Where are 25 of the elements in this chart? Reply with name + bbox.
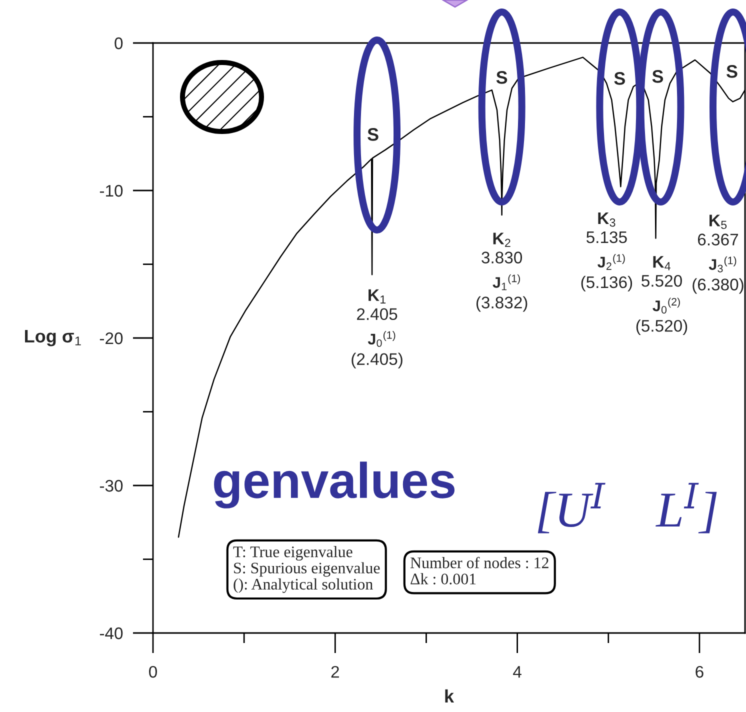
y-tick-label: -30 [100, 480, 123, 492]
annotation: T: True eigenvalue S: Spurious eigenvalue (): Analytical solution [233, 546, 380, 593]
annotation: S [496, 71, 508, 84]
text: [U$^{I}$ L$^{I}$] [538, 482, 717, 534]
y-axis-title: Log σ$_{1}$ [25, 330, 81, 346]
annotation: S [652, 70, 664, 83]
annotation: S [614, 72, 625, 85]
annotation: K$_{5}$ 6.367 J$_{3}$$^{(1)}$ (6.380) [692, 214, 744, 294]
annotation: K$_{4}$ 5.520 J$_{0}$$^{(2)}$ (5.520) [636, 256, 688, 336]
x-tick-label: 6 [696, 666, 704, 678]
annotation: Number of nodes : 12 Δk : 0.001 [410, 556, 548, 584]
annotation: S [368, 128, 378, 141]
annotation: K$_{3}$ 5.135 J$_{2}$$^{(1)}$ (5.136) [581, 212, 632, 292]
x-tick-label: 0 [149, 666, 157, 678]
x-tick-label: 2 [331, 666, 339, 678]
annotation: S [726, 65, 738, 78]
annotation: K$_{1}$ 2.405 J$_{0}$$^{(1)}$ (2.405) [352, 289, 402, 368]
annotation: K$_{2}$ 3.830 J$_{1}$$^{(1)}$ (3.832) [476, 232, 528, 312]
y-tick-label: -10 [100, 184, 123, 197]
y-tick-label: -40 [100, 627, 123, 640]
x-axis-title: k [445, 689, 454, 702]
x-tick-label: 4 [513, 666, 522, 678]
y-tick-label: -20 [100, 332, 123, 344]
annotation: genvalues [214, 462, 455, 508]
y-tick-label: 0 [114, 37, 123, 50]
